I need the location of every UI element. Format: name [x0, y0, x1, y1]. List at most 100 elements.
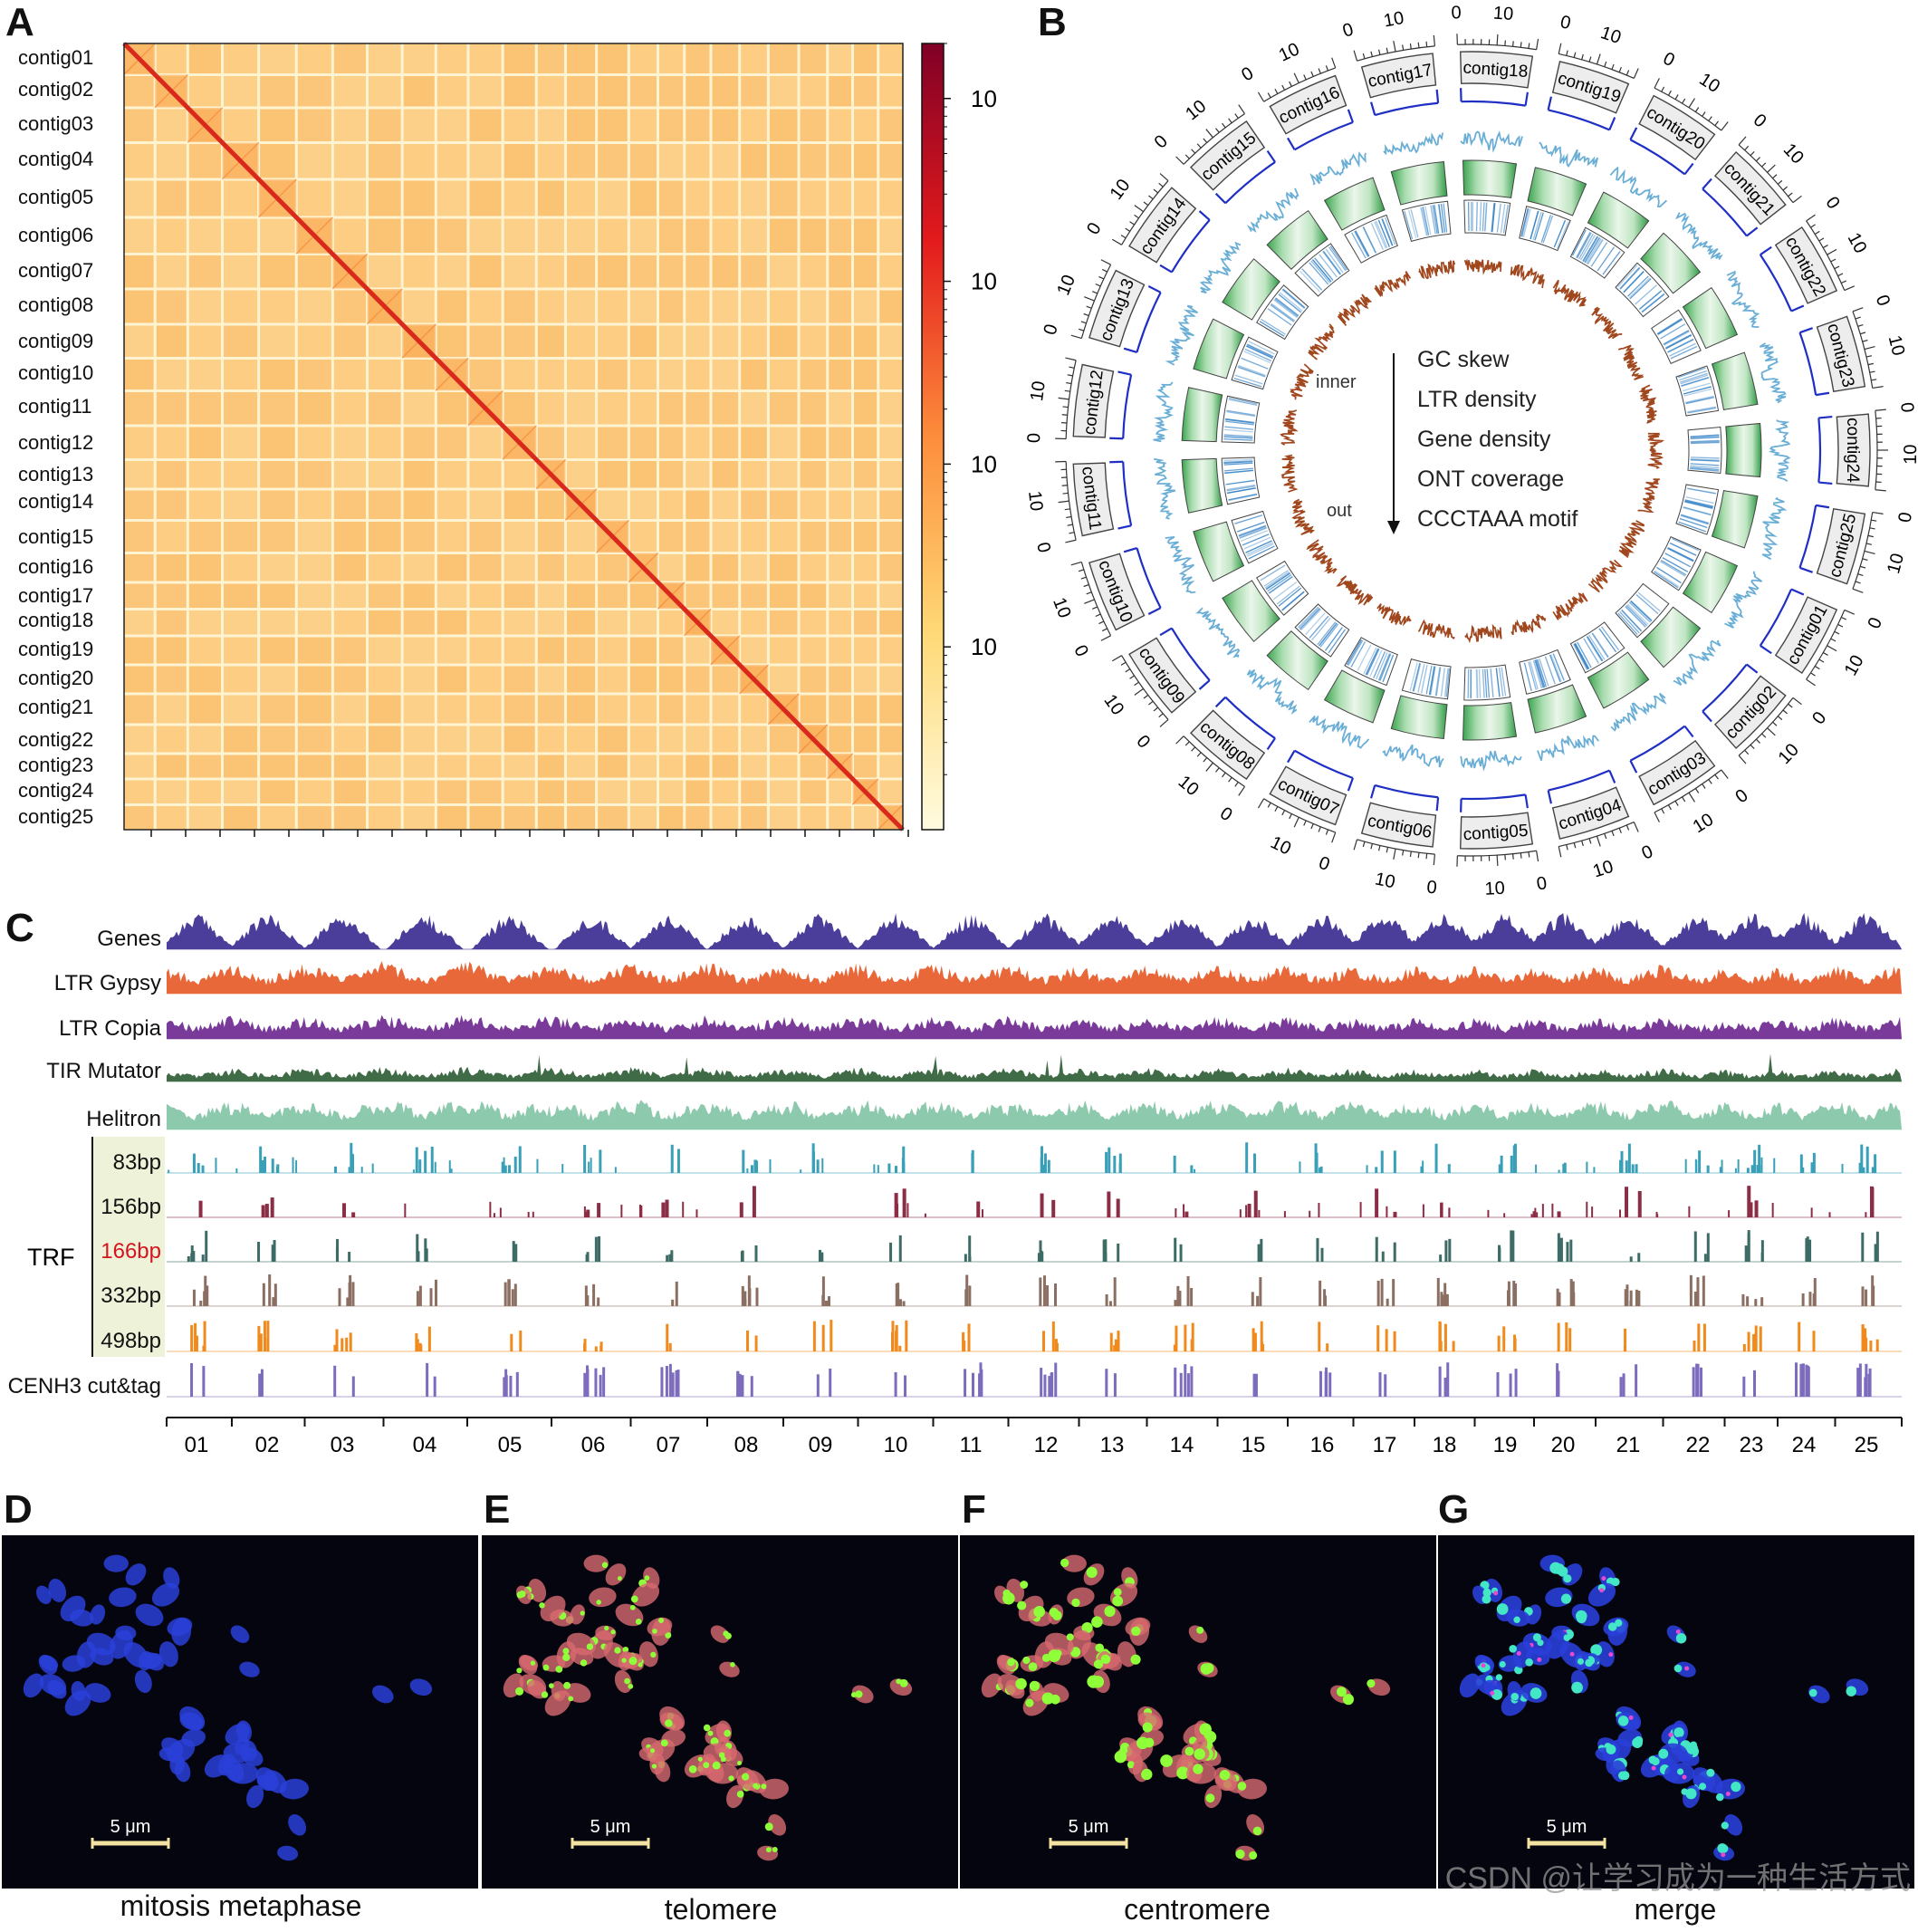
hic-block: [403, 726, 436, 753]
circos-ltr-stripe: [1542, 215, 1554, 244]
hic-block: [740, 109, 768, 142]
track-bar: [897, 1283, 900, 1306]
fish-signal: [1196, 1626, 1204, 1634]
hic-block: [436, 290, 467, 323]
track-bar-minor: [1318, 1203, 1320, 1217]
track-bar: [426, 1362, 429, 1397]
hic-block: [853, 805, 877, 829]
hic-block: [156, 780, 187, 804]
track-bar: [198, 1200, 203, 1217]
track-bar: [585, 1296, 589, 1306]
circos-scale-tick: [1604, 61, 1607, 67]
circos-gc-skew: [1463, 258, 1502, 275]
circos-ltr-stripe: [1301, 268, 1323, 291]
hic-block: [156, 610, 187, 635]
hic-block: [503, 637, 536, 664]
track-bar: [1568, 1328, 1572, 1351]
circos-scale-tick: [1708, 116, 1712, 121]
circos-ltr-stripe: [1690, 441, 1720, 445]
hic-block: [223, 610, 258, 635]
micrograph-canvas: 5 μm: [981, 1554, 1391, 1861]
circos-scale-tick: [1840, 616, 1846, 620]
fish-signal: [1193, 1764, 1204, 1774]
track-bar-minor: [1530, 1214, 1533, 1217]
circos-scale-tick: [1496, 34, 1499, 45]
hic-block: [436, 44, 467, 74]
hic-block: [629, 610, 657, 635]
circos-ltr-stripe: [1376, 652, 1388, 680]
circos-ltr-stripe: [1654, 570, 1680, 588]
track-bar: [1179, 1244, 1183, 1262]
track-bar: [1865, 1289, 1868, 1306]
fish-signal: [1020, 1581, 1029, 1589]
hic-block: [566, 726, 596, 753]
hic-block: [156, 755, 187, 778]
fish-signal: [765, 1847, 772, 1853]
circos-scale-tick: [1788, 192, 1793, 197]
track-bar-minor: [754, 1159, 757, 1173]
hic-block: [537, 359, 565, 390]
circos-scale-tick: [1205, 129, 1213, 139]
track-bar-minor: [1366, 1165, 1368, 1173]
track-bar: [976, 1201, 981, 1217]
track-bar: [260, 1369, 264, 1397]
track-bar: [1117, 1243, 1120, 1262]
track-bar: [1635, 1164, 1638, 1173]
track-bar: [1875, 1231, 1879, 1262]
hic-block: [403, 255, 436, 288]
hic-block: [566, 583, 596, 609]
fish-signal: [562, 1648, 570, 1655]
hic-block: [853, 44, 877, 74]
hic-block: [503, 255, 536, 288]
fish-signal: [562, 1653, 571, 1661]
fish-signal: [1651, 1757, 1660, 1766]
circos-ltr-stripe: [1683, 506, 1712, 515]
chromosome: [1067, 1587, 1095, 1608]
chromosome: [768, 1814, 787, 1836]
circos-ltr-stripe: [1276, 585, 1300, 605]
hic-block: [259, 290, 296, 323]
fish-signal: [1200, 1663, 1213, 1675]
micrograph-telomere: 5 μm: [482, 1535, 958, 1889]
circos-scale-arc: [1806, 220, 1846, 291]
track-bar-minor: [1810, 1207, 1813, 1217]
hic-block: [403, 359, 436, 390]
circos-ltr-stripe: [1373, 651, 1386, 678]
hic-block: [297, 109, 332, 142]
hic-block: [368, 427, 402, 459]
track-bar: [418, 1159, 422, 1173]
circos-ltr-stripe: [1679, 517, 1708, 529]
track-bar: [676, 1149, 680, 1173]
hic-block: [368, 109, 402, 142]
circos-legend-item: Gene density: [1417, 427, 1551, 452]
circos-ont-track: [1246, 187, 1299, 233]
circos-scale-tick: [1083, 312, 1089, 317]
hic-block: [566, 109, 596, 142]
circos-scale-tick: [1871, 519, 1877, 522]
track-bar: [1438, 1321, 1442, 1351]
circos-scale-tick: [1215, 767, 1220, 773]
colorbar-tick-label: 104: [971, 82, 996, 112]
circos-scale-arc: [1183, 113, 1245, 165]
track-bar: [338, 1288, 341, 1306]
circos-scale-tick: [1067, 374, 1073, 377]
hic-block: [878, 780, 902, 804]
track-bar-minor: [371, 1163, 374, 1173]
fish-signal: [563, 1681, 571, 1689]
fish-signal: [1219, 1770, 1231, 1781]
circos-ltr-stripe: [1346, 639, 1362, 666]
track-bar: [514, 1244, 518, 1262]
circos-ltr-stripe: [1425, 665, 1433, 695]
trf-group-label: TRF: [27, 1244, 74, 1271]
circos-ltr-stripe: [1407, 209, 1417, 239]
chromosome: [277, 1845, 299, 1861]
circos-ont-track: [1246, 668, 1298, 716]
circos-scale-tick: [1425, 41, 1428, 47]
circos-ltr-stripe: [1577, 232, 1592, 259]
track-bar: [1558, 1292, 1561, 1306]
circos-scale-tick: [1064, 508, 1070, 511]
scale-bar-label: 5 μm: [110, 1817, 151, 1837]
circos-motif-spike: [1608, 117, 1616, 130]
circos-motif-spike: [1629, 760, 1638, 774]
circos-motif-spike: [1347, 777, 1354, 792]
